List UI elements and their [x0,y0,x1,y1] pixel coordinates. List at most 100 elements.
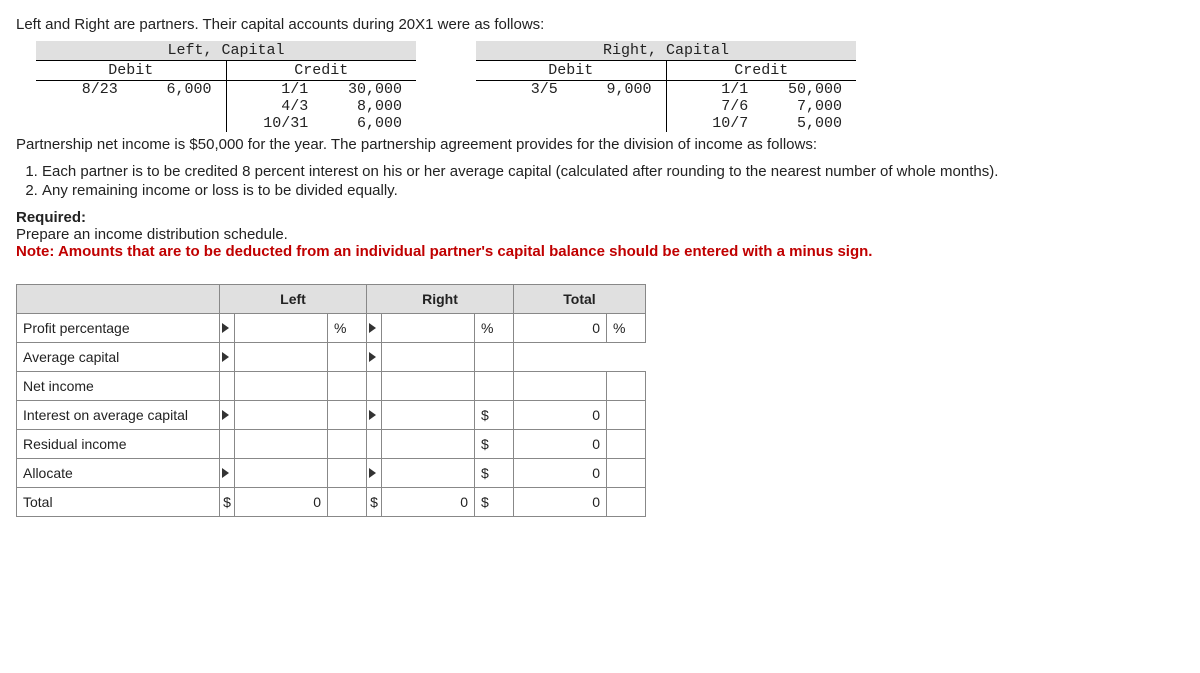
chevron-right-icon [222,410,229,420]
right-capital-account: Right, Capital Debit 3/5 9,000 Credit 1/… [476,41,856,132]
entry-date: 8/23 [42,81,136,98]
unit-cell: % [475,314,514,343]
entry-date: 7/6 [673,98,767,115]
input-cell[interactable] [235,314,328,343]
col-left-header: Left [220,285,367,314]
dropdown-cell[interactable] [367,459,382,488]
row-label: Net income [17,372,220,401]
unit-cell: % [328,314,367,343]
chevron-right-icon [222,352,229,362]
entry-date: 3/5 [482,81,576,98]
col-total-header: Total [514,285,646,314]
dropdown-cell[interactable] [220,401,235,430]
entry-amount: 6,000 [136,81,220,98]
table-row: Average capital [17,343,646,372]
entry-amount: 50,000 [766,81,850,98]
rule-item: Any remaining income or loss is to be di… [42,182,1184,199]
income-note: Partnership net income is $50,000 for th… [16,136,1184,153]
debit-header: Debit [36,61,226,81]
credit-entry: 1/1 50,000 [667,81,857,98]
row-label: Profit percentage [17,314,220,343]
dropdown-cell[interactable] [220,459,235,488]
input-cell[interactable] [235,459,328,488]
entry-amount: 30,000 [326,81,410,98]
entry-date: 10/7 [673,115,767,132]
right-account-title: Right, Capital [476,41,856,61]
table-row: Interest on average capital $ 0 [17,401,646,430]
entry-amount: 8,000 [326,98,410,115]
entry-date: 1/1 [673,81,767,98]
dropdown-cell[interactable] [367,343,382,372]
entry-amount: 7,000 [766,98,850,115]
entry-date: 10/31 [233,115,327,132]
rules-list: Each partner is to be credited 8 percent… [22,163,1184,199]
unit-cell: % [607,314,646,343]
input-cell[interactable] [382,314,475,343]
chevron-right-icon [222,323,229,333]
chevron-right-icon [369,468,376,478]
input-cell[interactable] [382,343,475,372]
chevron-right-icon [369,323,376,333]
income-distribution-schedule: Left Right Total Profit percentage % % 0… [16,284,646,517]
credit-header: Credit [667,61,857,81]
unit-cell: $ [475,430,514,459]
computed-cell: 0 [514,459,607,488]
input-cell[interactable] [235,401,328,430]
unit-cell: $ [367,488,382,517]
credit-header: Credit [227,61,417,81]
table-row: Allocate $ 0 [17,459,646,488]
chevron-right-icon [369,410,376,420]
computed-cell: 0 [382,488,475,517]
chevron-right-icon [222,468,229,478]
entry-date: 1/1 [233,81,327,98]
table-row: Profit percentage % % 0 % [17,314,646,343]
row-label: Residual income [17,430,220,459]
row-label: Allocate [17,459,220,488]
credit-entry: 1/1 30,000 [227,81,417,98]
table-row: Total $ 0 $ 0 $ 0 [17,488,646,517]
chevron-right-icon [369,352,376,362]
unit-cell: $ [220,488,235,517]
row-label: Average capital [17,343,220,372]
required-label: Required: [16,209,1184,226]
left-capital-account: Left, Capital Debit 8/23 6,000 Credit 1/… [36,41,416,132]
col-right-header: Right [367,285,514,314]
deduction-note: Note: Amounts that are to be deducted fr… [16,243,1184,260]
left-account-title: Left, Capital [36,41,416,61]
computed-cell: 0 [514,401,607,430]
rule-item: Each partner is to be credited 8 percent… [42,163,1184,180]
input-cell[interactable] [382,401,475,430]
credit-entry: 10/7 5,000 [667,115,857,132]
row-label: Interest on average capital [17,401,220,430]
debit-header: Debit [476,61,666,81]
unit-cell: $ [475,401,514,430]
unit-cell: $ [475,488,514,517]
problem-intro: Left and Right are partners. Their capit… [16,16,1184,33]
entry-amount: 6,000 [326,115,410,132]
t-accounts: Left, Capital Debit 8/23 6,000 Credit 1/… [36,41,1184,132]
computed-cell: 0 [514,430,607,459]
table-row: Net income [17,372,646,401]
credit-entry: 4/3 8,000 [227,98,417,115]
blank-header [17,285,220,314]
credit-entry: 10/31 6,000 [227,115,417,132]
dropdown-cell[interactable] [220,314,235,343]
table-row: Residual income $ 0 [17,430,646,459]
input-cell[interactable] [382,459,475,488]
dropdown-cell[interactable] [220,343,235,372]
debit-entry: 3/5 9,000 [476,81,666,98]
dropdown-cell[interactable] [367,314,382,343]
computed-cell: 0 [514,488,607,517]
entry-amount: 5,000 [766,115,850,132]
unit-cell: $ [475,459,514,488]
computed-cell: 0 [235,488,328,517]
entry-date: 4/3 [233,98,327,115]
input-cell[interactable] [514,372,607,401]
required-task: Prepare an income distribution schedule. [16,226,1184,243]
entry-amount: 9,000 [576,81,660,98]
input-cell[interactable] [235,343,328,372]
debit-entry: 8/23 6,000 [36,81,226,98]
row-label: Total [17,488,220,517]
computed-cell: 0 [514,314,607,343]
dropdown-cell[interactable] [367,401,382,430]
